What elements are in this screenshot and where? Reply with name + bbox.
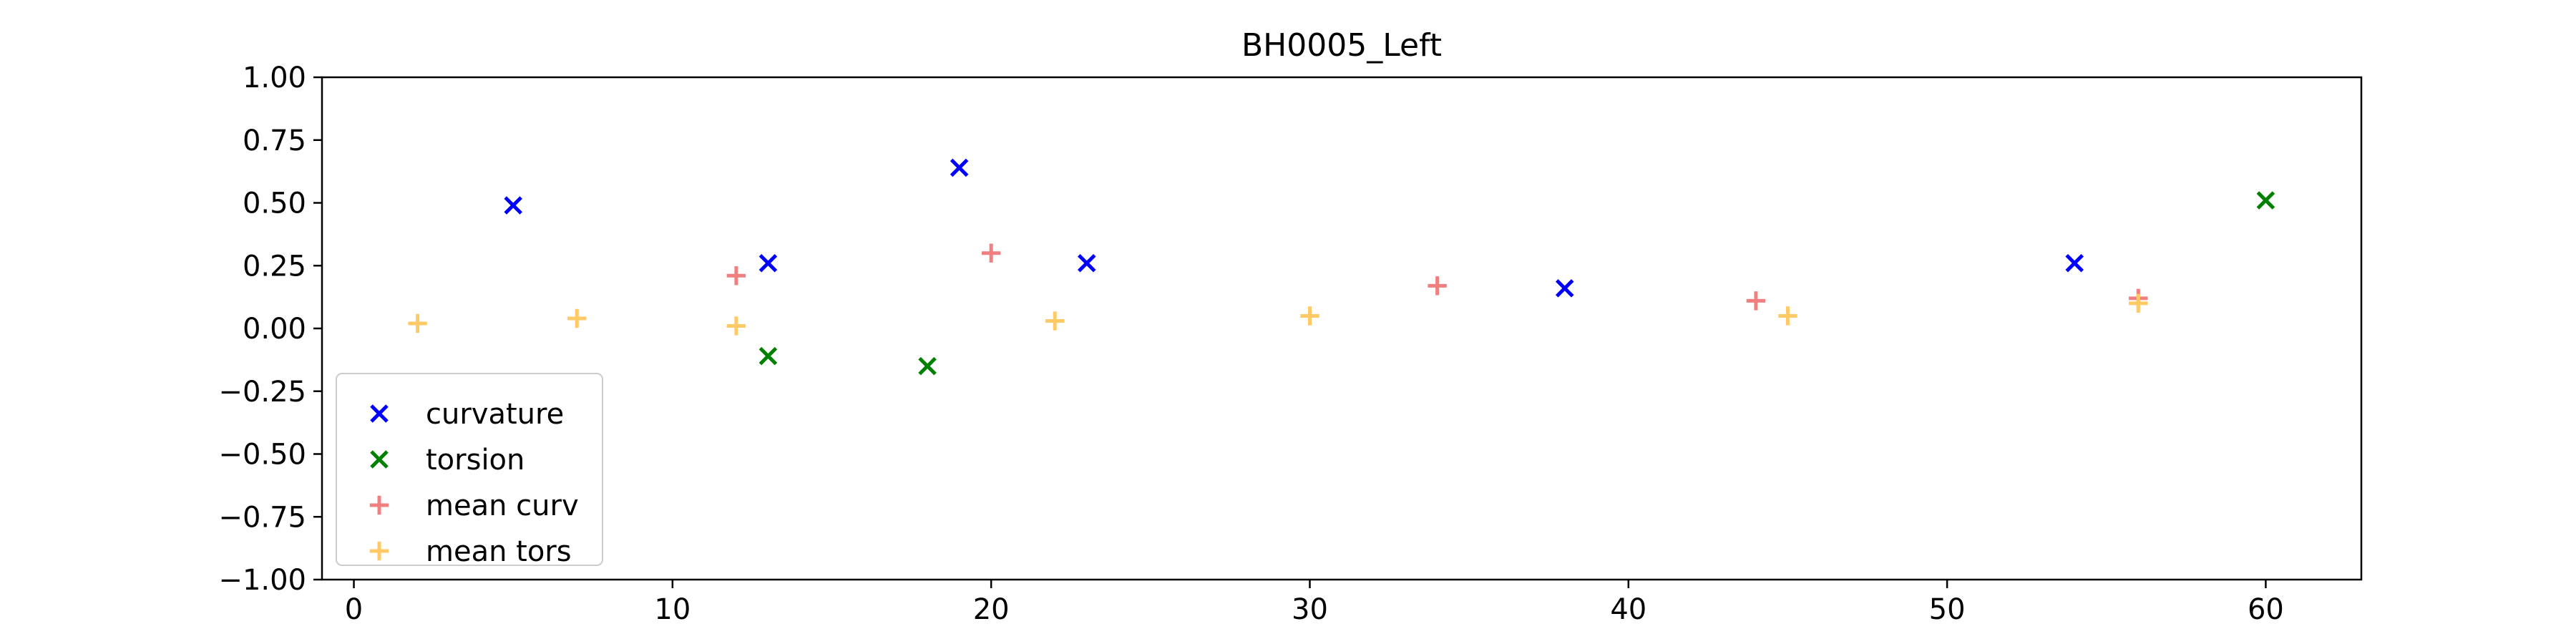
torsion-point bbox=[918, 356, 937, 376]
torsion-point bbox=[2256, 191, 2275, 210]
mean-curv-point bbox=[1428, 276, 1447, 296]
mean-tors-point bbox=[2129, 293, 2148, 313]
mean-tors-point bbox=[1300, 306, 1319, 326]
x-tick-label: 10 bbox=[654, 593, 691, 626]
mean-tors-point bbox=[408, 313, 427, 333]
x-tick-label: 40 bbox=[1610, 593, 1646, 626]
y-tick-label: 0.25 bbox=[243, 250, 306, 283]
legend-marker-curvature bbox=[370, 404, 389, 423]
legend: curvature torsion mean curv mean tors bbox=[336, 373, 603, 568]
x-tick-label: 50 bbox=[1929, 593, 1966, 626]
y-tick-label: 1.00 bbox=[243, 62, 306, 94]
data-points bbox=[408, 158, 2275, 376]
y-axis-ticks: 1.00 0.75 0.50 0.25 0.00 −0.25 −0.50 −0.75 −1.00 bbox=[218, 62, 322, 597]
mean-curv-point bbox=[1746, 291, 1766, 311]
curvature-point bbox=[758, 253, 778, 273]
x-tick-label: 0 bbox=[345, 593, 363, 626]
mean-tors-point bbox=[726, 316, 746, 336]
x-axis-ticks: 0 10 20 30 40 50 60 bbox=[345, 580, 2284, 626]
legend-box bbox=[336, 373, 603, 566]
curvature-point bbox=[2065, 253, 2084, 273]
mean-curv-point bbox=[726, 266, 746, 286]
legend-label-curvature: curvature bbox=[426, 398, 564, 431]
y-tick-label: −0.25 bbox=[218, 376, 306, 409]
legend-marker-mean-curv bbox=[369, 495, 389, 515]
legend-label-mean-tors: mean tors bbox=[426, 535, 572, 568]
y-tick-label: 0.00 bbox=[243, 313, 306, 346]
curvature-point bbox=[950, 158, 969, 177]
legend-label-mean-curv: mean curv bbox=[426, 489, 579, 522]
y-tick-label: 0.50 bbox=[243, 187, 306, 220]
torsion-point bbox=[758, 346, 778, 366]
mean-tors-point bbox=[1045, 311, 1065, 331]
x-tick-label: 60 bbox=[2248, 593, 2284, 626]
mean-tors-point bbox=[567, 308, 587, 328]
legend-label-torsion: torsion bbox=[426, 444, 525, 477]
mean-tors-point bbox=[1778, 306, 1797, 326]
y-tick-label: −0.50 bbox=[218, 439, 306, 472]
chart-title: BH0005_Left bbox=[1241, 27, 1442, 64]
curvature-point bbox=[504, 196, 522, 215]
mean-curv-point bbox=[981, 243, 1001, 263]
legend-marker-mean-tors bbox=[369, 541, 389, 561]
curvature-point bbox=[1077, 253, 1096, 273]
plot-frame bbox=[321, 76, 2363, 581]
y-tick-label: 0.75 bbox=[243, 125, 306, 157]
x-tick-label: 20 bbox=[973, 593, 1010, 626]
y-tick-label: −1.00 bbox=[218, 564, 306, 597]
y-tick-label: −0.75 bbox=[218, 501, 306, 534]
x-tick-label: 30 bbox=[1292, 593, 1328, 626]
curvature-point bbox=[1555, 279, 1574, 298]
legend-marker-torsion bbox=[370, 450, 389, 469]
